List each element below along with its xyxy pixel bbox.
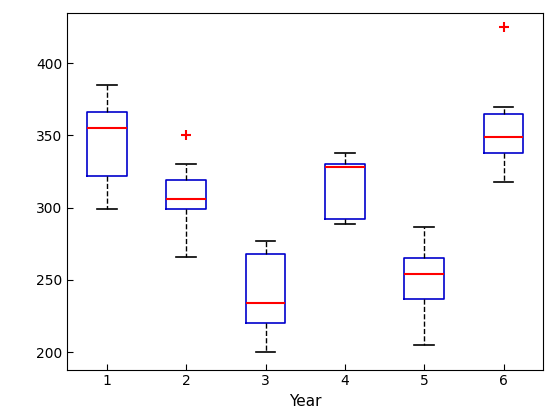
X-axis label: Year: Year: [289, 394, 321, 409]
